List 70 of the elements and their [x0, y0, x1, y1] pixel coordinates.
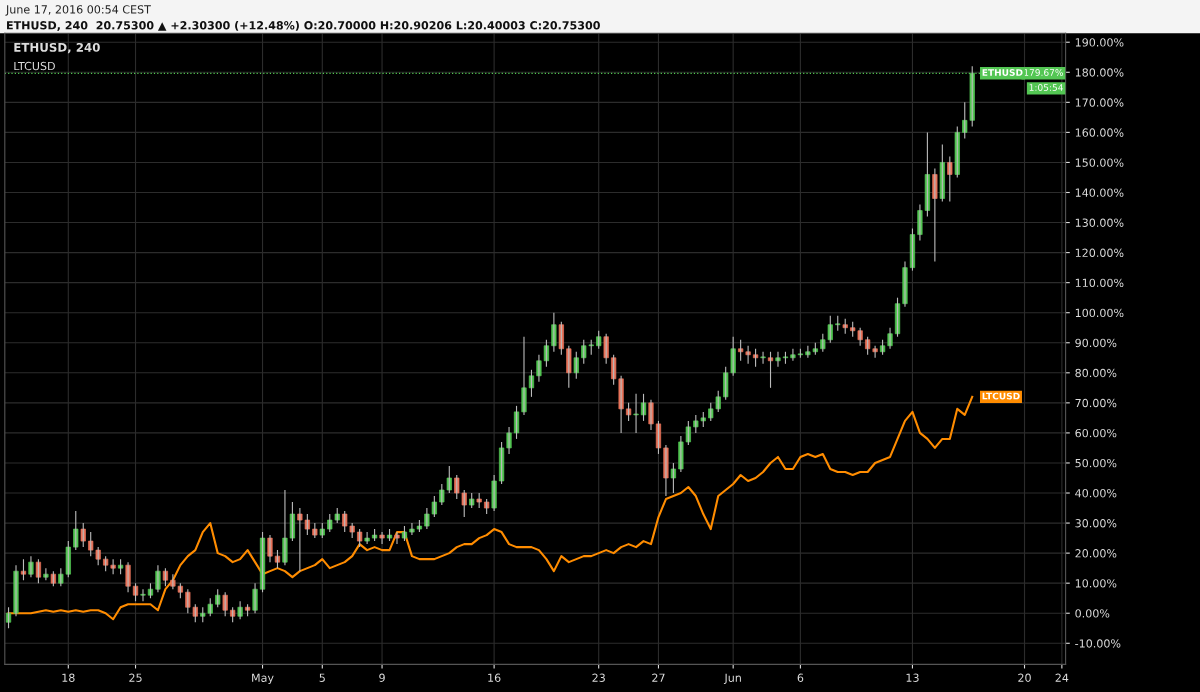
candlestick	[222, 591, 228, 617]
y-tick-label: 50.00%	[1075, 458, 1117, 468]
y-tick-label: 140.00%	[1075, 188, 1124, 197]
x-tick-label: 25	[129, 673, 142, 682]
y-tick-label: 40.00%	[1075, 489, 1117, 498]
candlestick	[625, 402, 632, 422]
y-tick-label: 20.00%	[1075, 549, 1117, 558]
y-tick-label: 180.00%	[1075, 68, 1124, 77]
candlestick	[566, 345, 572, 389]
annotation: 1:05:54	[1029, 84, 1063, 91]
candlestick	[357, 528, 363, 548]
y-tick-label: 0.00%	[1075, 609, 1110, 618]
candlestick	[364, 531, 370, 545]
y-tick-label: 150.00%	[1075, 158, 1124, 167]
x-tick-label: 23	[592, 673, 605, 682]
x-tick-label: 9	[379, 673, 385, 682]
candlestick	[760, 351, 766, 365]
candlestick	[73, 510, 79, 551]
y-tick-label: 70.00%	[1075, 398, 1117, 408]
y-tick-label: 80.00%	[1075, 368, 1117, 378]
candlestick	[215, 588, 221, 608]
x-tick-label: Jun	[723, 673, 741, 685]
candlestick	[633, 393, 639, 434]
candlestick	[558, 321, 564, 356]
y-tick-label: 160.00%	[1075, 128, 1124, 137]
x-tick-label: 5	[319, 673, 325, 682]
y-tick-label: 170.00%	[1075, 98, 1124, 107]
candlestick	[939, 143, 945, 203]
candlestick	[371, 528, 378, 542]
candlestick	[274, 549, 281, 569]
y-tick-label: 60.00%	[1075, 428, 1117, 438]
candlestick	[394, 531, 400, 545]
candlestick	[379, 531, 385, 545]
candlestick	[797, 348, 803, 359]
text: June 17, 2016 00:54 CEST	[5, 5, 151, 16]
x-tick-label: 27	[652, 673, 665, 682]
text: ETHUSD, 240	[14, 42, 100, 54]
line-series	[7, 395, 974, 621]
candlestick	[409, 522, 415, 536]
candlestick	[80, 522, 86, 548]
x-tick-label: 6	[797, 673, 804, 682]
series-label: ETHUSD	[982, 69, 1023, 76]
x-tick-label: 13	[906, 673, 919, 682]
x-tick-label: 16	[488, 673, 501, 682]
y-tick-label: 130.00%	[1075, 218, 1124, 227]
ref-line-label: 179.67%	[1024, 69, 1063, 76]
candlestick	[782, 351, 789, 365]
candlestick	[947, 155, 953, 203]
candlestick	[596, 330, 602, 350]
candlestick	[140, 588, 146, 602]
x-tick-label: May	[252, 673, 274, 685]
y-tick-label: 120.00%	[1075, 248, 1124, 257]
series-label: LTCUSD	[982, 392, 1020, 400]
x-tick-label: 20	[1018, 673, 1031, 682]
y-tick-label: 10.00%	[1075, 579, 1117, 588]
y-tick-label: -10.00%	[1075, 639, 1121, 648]
y-tick-label: 110.00%	[1075, 278, 1124, 288]
x-tick-label: 24	[1055, 673, 1069, 682]
y-tick-label: 190.00%	[1075, 38, 1124, 47]
y-tick-label: 90.00%	[1075, 338, 1117, 348]
candlestick	[416, 519, 422, 533]
y-tick-label: 30.00%	[1075, 519, 1117, 528]
candlestick	[954, 125, 960, 179]
candlestick	[386, 528, 393, 542]
x-tick-label: 18	[62, 673, 75, 682]
y-tick-label: 100.00%	[1075, 308, 1124, 318]
candlestick	[603, 333, 609, 365]
text: LTCUSD	[14, 61, 55, 71]
text: ETHUSD, 240 20.75300 ▲ +2.30300 (+12.48%) O:20.70000 H:20.90206 L:20.40003 C:20.75300	[7, 20, 600, 31]
candlestick	[573, 351, 579, 380]
